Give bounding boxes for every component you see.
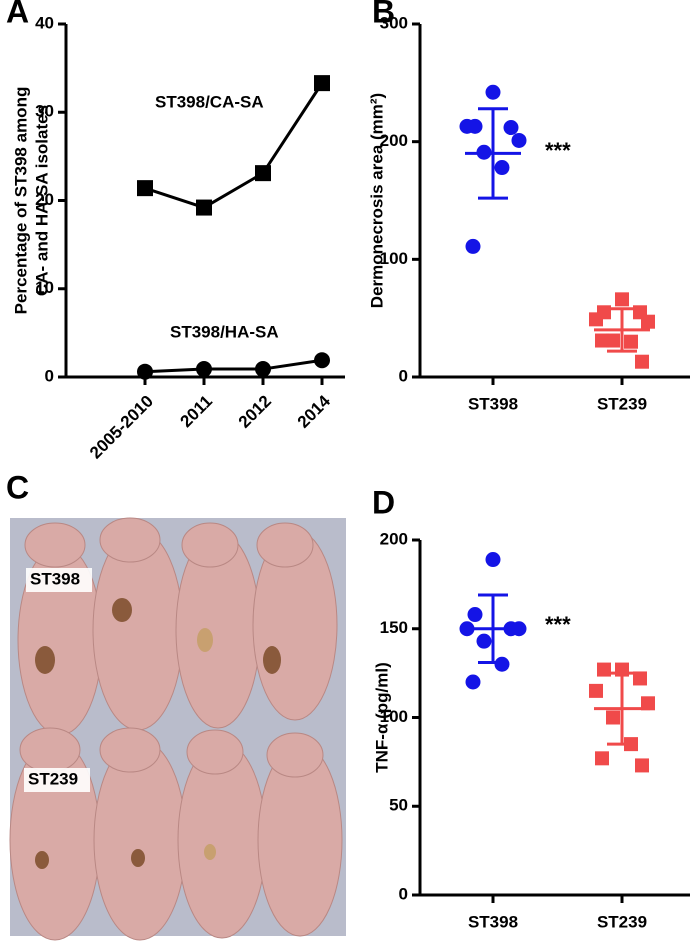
- point: [635, 354, 649, 369]
- x-tick-label: 2014: [294, 391, 335, 432]
- y-tick-label: 100: [380, 249, 408, 268]
- photo-label: ST239: [28, 769, 78, 788]
- point: [606, 333, 620, 348]
- y-tick-label: 200: [380, 529, 408, 548]
- y-tick-label: 150: [380, 618, 408, 637]
- marker: [196, 199, 212, 216]
- label-box: [24, 768, 90, 792]
- y-tick-label: 20: [35, 190, 54, 209]
- point: [459, 118, 475, 134]
- panel-letter: B: [372, 0, 395, 29]
- series-label: ST398/CA-SA: [155, 92, 264, 111]
- point: [467, 607, 483, 623]
- y-axis-label: Percentage of ST398 among: [11, 87, 30, 315]
- annotation: ***: [545, 612, 571, 637]
- marker: [137, 180, 153, 197]
- point: [633, 671, 647, 686]
- photo: [9, 517, 346, 941]
- y-tick-label: 0: [399, 366, 408, 385]
- y-tick-label: 50: [389, 796, 408, 815]
- y-tick-label: 40: [35, 13, 54, 32]
- point: [641, 314, 655, 329]
- panel-letter: C: [6, 469, 29, 505]
- y-axis-label: Dermonecrosis area (mm²): [367, 93, 386, 308]
- y-tick-label: 300: [380, 13, 408, 32]
- point: [641, 696, 655, 711]
- panel-letter: D: [372, 484, 395, 520]
- point: [485, 552, 501, 568]
- y-tick-label: 10: [35, 278, 54, 297]
- mice: [9, 517, 343, 941]
- point: [476, 633, 492, 649]
- point: [465, 674, 481, 690]
- y-axis-label: TNF-α (pg/ml): [372, 662, 391, 773]
- point: [595, 333, 609, 348]
- marker: [196, 361, 212, 378]
- marker: [314, 75, 330, 92]
- label-box: [26, 568, 92, 592]
- point: [635, 758, 649, 773]
- series-line: [144, 358, 323, 374]
- x-tick-label: 2005-2010: [86, 392, 157, 463]
- x-tick-label: 2012: [235, 392, 275, 432]
- point: [511, 132, 527, 148]
- point: [595, 751, 609, 766]
- point: [606, 710, 620, 725]
- y-tick-label: 200: [380, 131, 408, 150]
- y-axis-label: CA- and HA-SA isolates: [32, 105, 51, 296]
- y-tick-label: 100: [380, 707, 408, 726]
- point: [503, 120, 519, 136]
- x-tick-label: ST239: [597, 394, 647, 413]
- lesions: [35, 598, 281, 869]
- x-tick-label: ST398: [468, 394, 518, 413]
- x-tick-label: 2011: [176, 392, 216, 432]
- point: [465, 238, 481, 254]
- photo-label: ST398: [30, 569, 80, 588]
- point: [485, 84, 501, 100]
- x-tick-label: ST239: [597, 912, 647, 931]
- point: [589, 683, 603, 698]
- point: [624, 334, 638, 349]
- marker: [137, 363, 153, 380]
- series-label: ST398/HA-SA: [170, 322, 279, 341]
- y-tick-label: 0: [45, 366, 54, 385]
- panel-letter: A: [6, 0, 29, 29]
- y-tick-label: 0: [399, 884, 408, 903]
- point: [494, 656, 510, 672]
- point: [589, 312, 603, 327]
- y-tick-label: 30: [35, 102, 54, 121]
- marker: [314, 352, 330, 369]
- marker: [255, 165, 271, 182]
- point: [494, 160, 510, 176]
- series-line: [144, 82, 324, 210]
- marker: [255, 361, 271, 378]
- annotation: ***: [545, 138, 571, 163]
- x-tick-label: ST398: [468, 912, 518, 931]
- point: [615, 292, 629, 307]
